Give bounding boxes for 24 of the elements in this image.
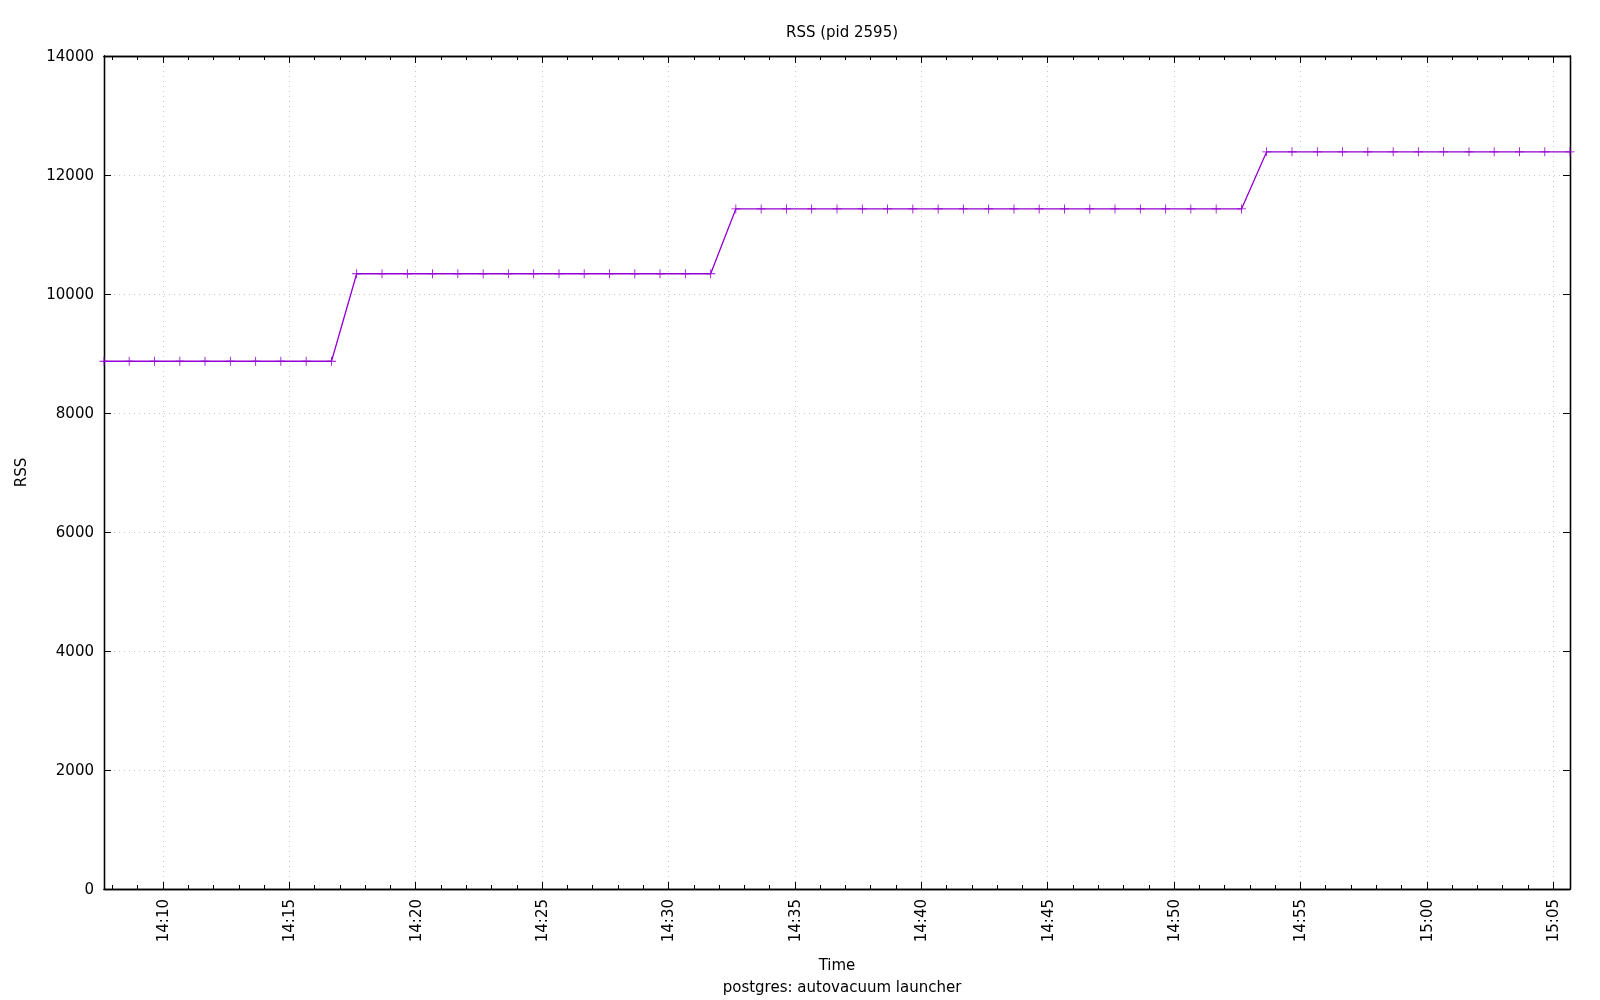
x-tick-label: 15:05 (1544, 899, 1563, 943)
x-tick-label: 15:00 (1417, 899, 1436, 943)
x-tick-label: 14:10 (154, 899, 172, 943)
x-tick-label: 14:25 (533, 899, 552, 943)
text: postgres: autovacuum launcher (722, 977, 963, 996)
y-tick-label: 6000 (55, 523, 94, 541)
x-tick-label: 14:30 (659, 899, 678, 943)
y-tick-label: 4000 (55, 642, 94, 660)
x-tick-label: 14:40 (912, 899, 931, 943)
y-tick-label: 14000 (46, 47, 94, 65)
y-tick-label: 0 (84, 880, 94, 898)
x-tick-label: 14:35 (785, 899, 804, 943)
y-tick-label: 10000 (46, 285, 94, 303)
y-tick-label: 2000 (55, 761, 94, 779)
chart-title: RSS (pid 2595) (785, 22, 899, 41)
x-tick-label: 14:15 (280, 899, 299, 943)
y-tick-label: 8000 (55, 404, 94, 422)
x-tick-label: 14:50 (1165, 899, 1183, 943)
x-tick-label: 14:55 (1291, 899, 1310, 943)
y-tick-label: 12000 (46, 166, 94, 184)
x-tick-label: 14:20 (406, 899, 425, 943)
x-tick-label: 14:45 (1038, 899, 1057, 943)
x-axis-title: Time (817, 955, 856, 974)
y-axis-title: RSS (11, 457, 30, 488)
